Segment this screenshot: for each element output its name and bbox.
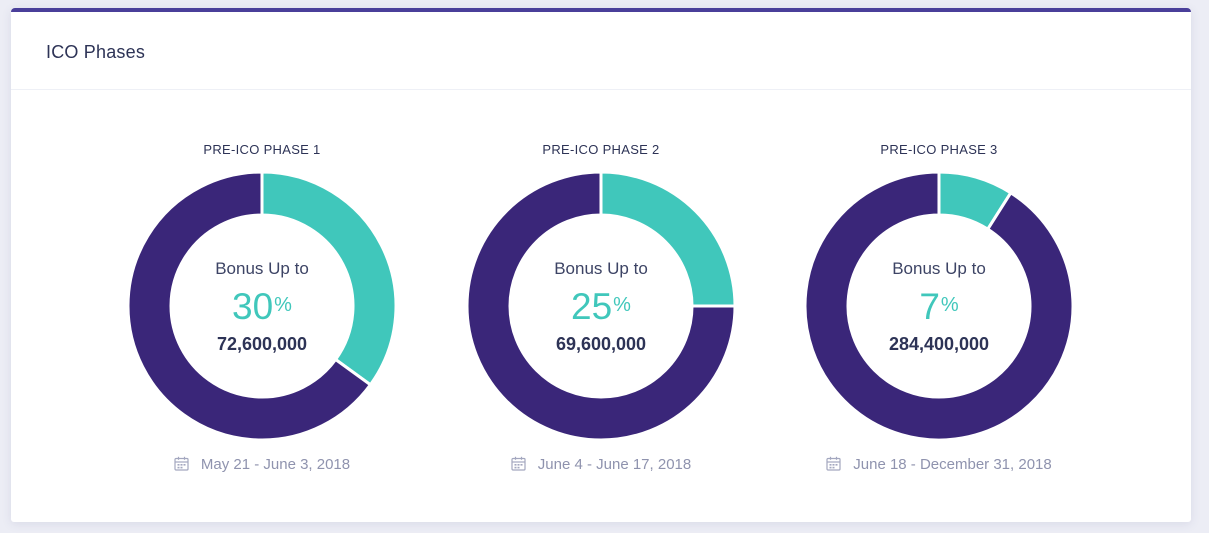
phase-label: PRE-ICO PHASE 3 (880, 142, 998, 157)
bonus-unit: % (274, 294, 292, 316)
bonus-label: Bonus Up to (892, 259, 986, 278)
card-title: ICO Phases (46, 42, 146, 62)
phase-3-donut-chart (805, 172, 1073, 440)
calendar-icon (174, 456, 189, 471)
phase-date-row: June 18 - December 31, 2018 (789, 456, 1089, 473)
bonus-percentage: 30% (112, 287, 412, 327)
bonus-segment (260, 172, 396, 387)
phase-date-row: June 4 - June 17, 2018 (451, 456, 751, 473)
token-amount: 69,600,000 (555, 334, 647, 354)
phase-label: PRE-ICO PHASE 1 (203, 142, 321, 157)
phase-date-row: May 21 - June 3, 2018 (112, 456, 412, 473)
bonus-value: 25 (571, 286, 613, 327)
token-amount: 72,600,000 (216, 334, 308, 354)
token-amount: 284,400,000 (888, 334, 990, 354)
ico-phases-card: ICO Phases PRE-ICO PHASE 1 Bonus Up to 3… (11, 8, 1191, 522)
phase-1-donut-chart (128, 172, 396, 440)
phase-2-donut-chart (467, 172, 735, 440)
bonus-percentage: 25% (451, 287, 751, 327)
remaining-segment (467, 172, 735, 440)
phase-date: May 21 - June 3, 2018 (200, 456, 351, 473)
bonus-label: Bonus Up to (554, 259, 648, 278)
bonus-value: 30 (232, 286, 274, 327)
bonus-segment (599, 172, 735, 308)
bonus-percentage: 7% (789, 287, 1089, 327)
bonus-unit: % (613, 294, 631, 316)
phase-date: June 18 - December 31, 2018 (853, 456, 1052, 473)
phase-date: June 4 - June 17, 2018 (537, 456, 692, 473)
remaining-segment (805, 172, 1073, 440)
bonus-label: Bonus Up to (215, 259, 309, 278)
bonus-value: 7 (919, 286, 940, 327)
calendar-icon (826, 456, 841, 471)
card-header: ICO Phases (11, 12, 1191, 90)
calendar-icon (511, 456, 526, 471)
bonus-unit: % (940, 294, 959, 316)
phase-label: PRE-ICO PHASE 2 (542, 142, 660, 157)
remaining-segment (128, 172, 373, 440)
